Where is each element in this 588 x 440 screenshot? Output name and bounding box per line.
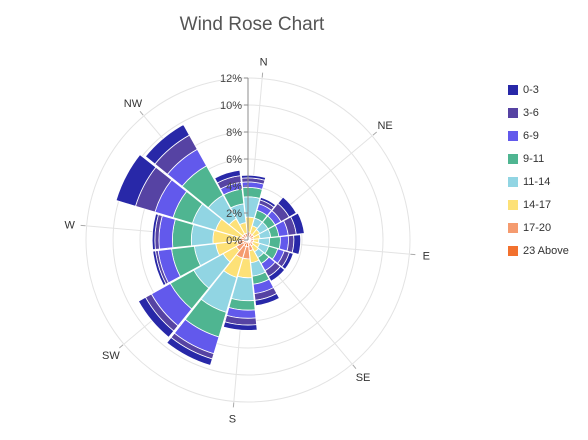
direction-tick [352, 364, 357, 370]
direction-label: N [260, 57, 268, 69]
radial-tick-label: 6% [226, 154, 242, 166]
wedge-NNW-0-3 [214, 169, 241, 184]
radial-tick-label: 2% [226, 208, 242, 220]
direction-label: W [64, 219, 75, 231]
wedge-SSW-0-3 [166, 336, 213, 366]
legend-swatch [508, 245, 518, 256]
legend-label: 0-3 [523, 83, 539, 96]
radial-tick-label: 12% [220, 73, 242, 85]
legend-item[interactable]: 14-17 [508, 193, 569, 216]
wedge-S-0-3 [222, 321, 258, 331]
legend-label: 11-14 [523, 175, 551, 188]
legend-swatch [508, 130, 518, 141]
direction-tick [118, 344, 124, 349]
direction-label: NE [377, 120, 392, 132]
wedge-W-0-3 [151, 213, 159, 251]
legend-swatch [508, 176, 518, 187]
legend-label: 14-17 [523, 198, 552, 211]
direction-tick [372, 131, 378, 136]
wedge-W-9-11 [172, 218, 194, 249]
legend-item[interactable]: 0-3 [508, 78, 569, 101]
legend-label: 23 Above [523, 244, 569, 257]
legend: 0-3 3-6 6-9 9-11 11-14 14-17 17-20 23 Above [508, 78, 569, 262]
direction-label: SW [102, 350, 120, 362]
legend-item[interactable]: 6-9 [508, 124, 569, 147]
direction-label: SE [356, 372, 371, 384]
wedge-SE-0-3 [267, 265, 286, 282]
legend-label: 6-9 [523, 129, 539, 142]
wedge-WNW-0-3 [115, 154, 157, 207]
chart-title: Wind Rose Chart [179, 14, 325, 35]
wedge-ESE-0-3 [281, 251, 294, 270]
wedge-NE-0-3 [277, 196, 297, 218]
wedge-SSE-0-3 [254, 292, 280, 307]
legend-item[interactable]: 17-20 [508, 216, 569, 239]
legend-label: 3-6 [523, 106, 539, 119]
direction-tick [139, 110, 144, 116]
direction-label: NW [124, 98, 143, 110]
radial-tick-label: 4% [226, 181, 242, 193]
wedge-N-9-11 [242, 186, 263, 199]
legend-label: 17-20 [523, 221, 552, 234]
radial-tick-label: 10% [220, 100, 242, 112]
wedge-WSW-0-3 [152, 250, 167, 286]
legend-swatch [508, 107, 518, 118]
wedge-E-0-3 [291, 234, 302, 255]
legend-swatch [508, 153, 518, 164]
legend-swatch [508, 199, 518, 210]
legend-item[interactable]: 23 Above [508, 239, 569, 262]
wedge-E-6-9 [278, 235, 289, 252]
wedge-SW-0-3 [137, 296, 175, 338]
legend-swatch [508, 84, 518, 95]
radial-tick-label: 0% [226, 235, 242, 247]
legend-item[interactable]: 9-11 [508, 147, 569, 170]
legend-swatch [508, 222, 518, 233]
wedge-NW-0-3 [144, 123, 190, 165]
wedge-ENE-0-3 [290, 212, 305, 235]
radial-tick-label: 8% [226, 127, 242, 139]
legend-item[interactable]: 3-6 [508, 101, 569, 124]
legend-label: 9-11 [523, 152, 545, 165]
direction-label: E [423, 251, 430, 263]
wedge-NNE-0-3 [259, 196, 277, 208]
direction-label: S [229, 413, 236, 425]
legend-item[interactable]: 11-14 [508, 170, 569, 193]
